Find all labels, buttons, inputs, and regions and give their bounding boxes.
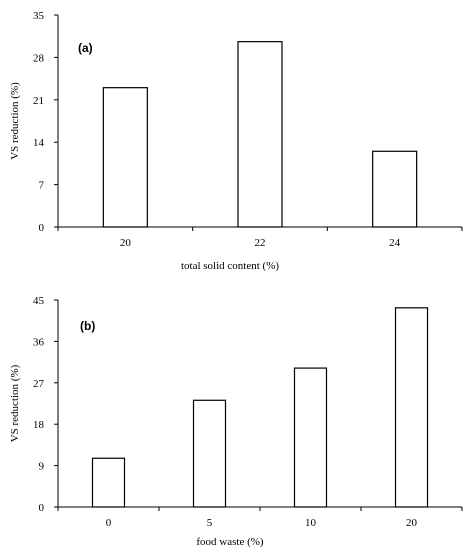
panel-a-label: (a) [78, 41, 93, 55]
panel-b-y-tick-label: 45 [33, 295, 45, 307]
panel-a-bar-20 [102, 87, 148, 228]
panel-b-label: (b) [80, 319, 95, 333]
panel-b-bar-10 [293, 367, 328, 508]
panel-b-y-tick-label: 0 [39, 502, 45, 514]
panel-a-y-tick-label: 7 [39, 180, 45, 192]
panel-b-y-tick-label: 18 [33, 419, 45, 431]
panel-a-x-tick-label: 20 [120, 237, 132, 249]
panel-b-x-axis-title: food waste (%) [196, 536, 264, 548]
panel-b-y-tick-label: 27 [33, 378, 45, 390]
panel-b-x-tick-label: 20 [406, 517, 418, 529]
panel-a-x-tick-label: 22 [255, 237, 266, 249]
panel-b-x-tick-label: 10 [305, 517, 317, 529]
panel-b-y-tick-label: 36 [33, 336, 45, 348]
panel-b-bar-0 [91, 457, 126, 508]
panel-a-y-tick-label: 35 [33, 10, 45, 22]
panel-a-bar-24 [372, 150, 418, 228]
panel-a-y-tick-label: 28 [33, 52, 45, 64]
panel-a-y-tick-label: 0 [39, 222, 45, 234]
panel-b-x-tick-label: 0 [106, 517, 112, 529]
panel-b-y-tick-label: 9 [39, 461, 45, 473]
panel-a-y-axis-title: VS reduction (%) [9, 82, 21, 160]
panel-a-x-tick-label: 24 [389, 237, 401, 249]
panel-b-bar-20 [394, 307, 429, 508]
panel-a-y-tick-label: 21 [33, 95, 44, 107]
panel-b-x-tick-label: 5 [207, 517, 213, 529]
panel-b-bar-5 [192, 399, 227, 508]
panel-a-bar-22 [237, 41, 283, 228]
panel-b-y-axis-title: VS reduction (%) [9, 364, 21, 442]
panel-a-y-tick-label: 14 [33, 137, 45, 149]
panel-a-x-axis-title: total solid content (%) [181, 260, 279, 272]
